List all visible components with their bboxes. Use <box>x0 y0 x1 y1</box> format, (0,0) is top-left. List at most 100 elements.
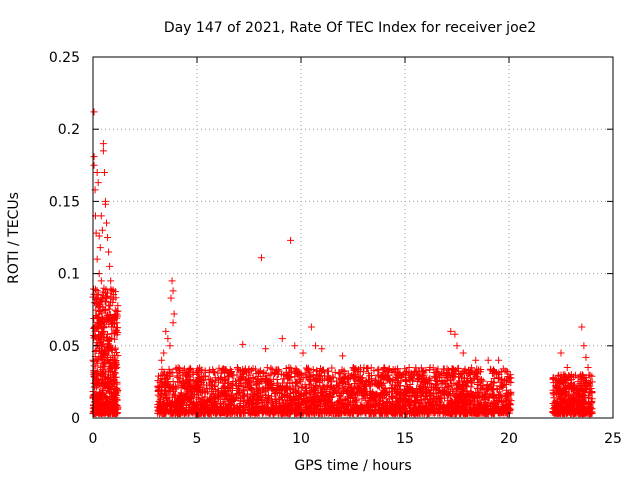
data-point <box>493 385 501 393</box>
data-point <box>156 378 164 386</box>
data-point <box>452 399 460 407</box>
data-point <box>169 408 177 416</box>
data-point <box>167 294 175 302</box>
data-point <box>576 386 584 394</box>
data-point <box>333 381 341 389</box>
data-point <box>240 376 248 384</box>
data-point <box>331 368 339 376</box>
data-point <box>557 404 565 412</box>
data-point <box>101 349 109 357</box>
data-point <box>401 365 409 373</box>
data-point <box>502 403 510 411</box>
data-point <box>410 410 418 418</box>
data-point <box>450 379 458 387</box>
data-point <box>101 370 109 378</box>
data-point <box>110 402 118 410</box>
data-point <box>342 400 350 408</box>
data-point <box>90 161 98 169</box>
data-point <box>499 381 507 389</box>
data-point <box>380 363 388 371</box>
data-point <box>459 369 467 377</box>
data-point <box>309 386 317 394</box>
data-point <box>471 370 479 378</box>
data-point <box>584 394 592 402</box>
data-point <box>407 386 415 394</box>
data-point <box>272 395 280 403</box>
data-point <box>211 369 219 377</box>
data-point <box>454 364 462 372</box>
data-point <box>104 374 112 382</box>
data-point <box>556 400 564 408</box>
data-point <box>99 140 107 148</box>
data-point <box>261 388 269 396</box>
data-point <box>394 388 402 396</box>
data-point <box>335 369 343 377</box>
data-point <box>572 398 580 406</box>
data-point <box>420 371 428 379</box>
data-point <box>190 377 198 385</box>
data-point <box>553 410 561 418</box>
data-point <box>168 384 176 392</box>
x-tick-label: 5 <box>193 431 202 447</box>
data-point <box>332 377 340 385</box>
data-point <box>427 380 435 388</box>
data-point <box>310 402 318 410</box>
data-point <box>286 410 294 418</box>
data-point <box>549 386 557 394</box>
data-point <box>372 407 380 415</box>
data-point <box>562 390 570 398</box>
data-point <box>313 377 321 385</box>
data-point <box>160 402 168 410</box>
data-point <box>107 277 115 285</box>
data-point <box>264 384 272 392</box>
data-point <box>424 410 432 418</box>
data-point <box>99 407 107 415</box>
data-point <box>323 396 331 404</box>
data-point <box>281 402 289 410</box>
chart-title: Day 147 of 2021, Rate Of TEC Index for r… <box>164 20 536 36</box>
data-point <box>93 169 101 177</box>
data-point <box>196 398 204 406</box>
data-point <box>284 372 292 380</box>
data-point <box>302 397 310 405</box>
data-point <box>406 381 414 389</box>
data-point <box>164 335 172 343</box>
data-point <box>297 371 305 379</box>
data-point <box>394 401 402 409</box>
data-point <box>473 380 481 388</box>
data-point <box>398 398 406 406</box>
data-point <box>344 370 352 378</box>
data-point <box>255 404 263 412</box>
data-point <box>100 379 108 387</box>
data-point <box>235 388 243 396</box>
data-point <box>429 364 437 372</box>
data-point <box>505 390 513 398</box>
data-point <box>93 392 101 400</box>
data-point <box>108 363 116 371</box>
data-point <box>301 369 309 377</box>
data-point <box>99 291 107 299</box>
data-point <box>97 371 105 379</box>
data-point <box>303 385 311 393</box>
data-point <box>207 408 215 416</box>
data-point <box>272 403 280 411</box>
data-point <box>432 376 440 384</box>
data-point <box>379 397 387 405</box>
data-point <box>498 393 506 401</box>
data-point <box>293 369 301 377</box>
data-point <box>578 402 586 410</box>
data-point <box>507 397 515 405</box>
data-point <box>550 405 558 413</box>
data-point <box>112 349 120 357</box>
data-point <box>314 392 322 400</box>
data-point <box>434 383 442 391</box>
data-point <box>279 383 287 391</box>
data-point <box>445 382 453 390</box>
data-point <box>351 383 359 391</box>
data-point <box>366 387 374 395</box>
data-point <box>549 375 557 383</box>
data-point <box>234 364 242 372</box>
data-point <box>486 403 494 411</box>
data-point <box>448 372 456 380</box>
data-point <box>339 388 347 396</box>
